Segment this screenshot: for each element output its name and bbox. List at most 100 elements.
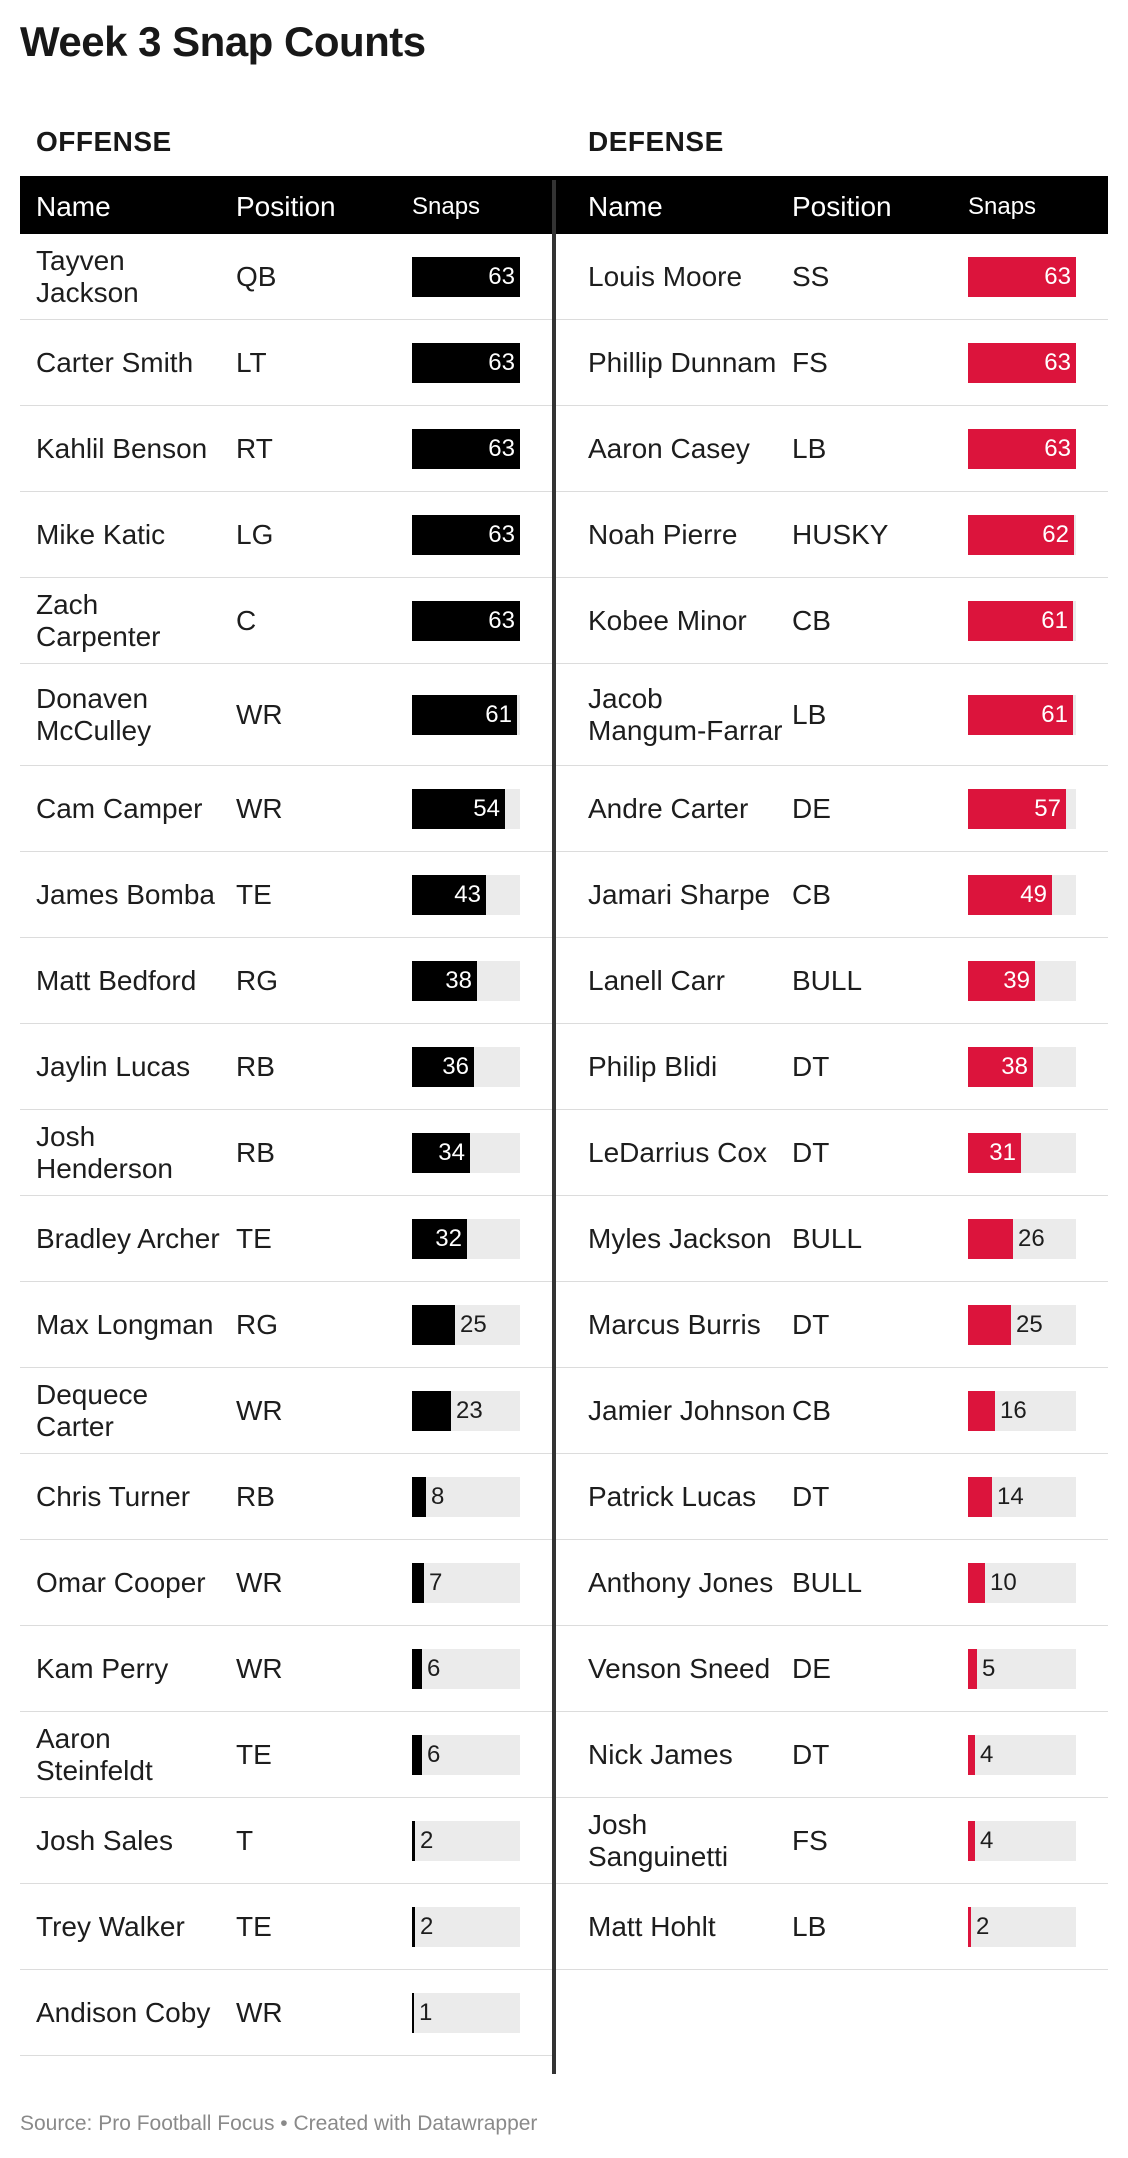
offense-snap-value: 63 (488, 606, 515, 634)
defense-player-name: Jamari Sharpe (588, 878, 771, 910)
defense-snap-bar (968, 1734, 975, 1775)
offense-player-position: WR (236, 698, 283, 730)
offense-table-header: Name Position Snaps (20, 180, 552, 234)
offense-header-position[interactable]: Position (236, 191, 336, 222)
offense-player-position: RB (236, 1050, 275, 1082)
defense-snap-value: 61 (1041, 606, 1068, 634)
defense-table-row: Jamier Johnson CB 16 (556, 1368, 1108, 1454)
offense-snap-bar-track: 2 (412, 1906, 520, 1947)
defense-snap-bar-track: 49 (968, 874, 1076, 915)
defense-snap-bar-track: 4 (968, 1734, 1076, 1775)
defense-snap-bar (968, 1304, 1011, 1345)
defense-snap-value: 4 (980, 1826, 994, 1854)
offense-player-name: Mike Katic (36, 518, 166, 550)
defense-snap-value: 62 (1042, 520, 1069, 548)
defense-player-position: DT (792, 1480, 830, 1512)
offense-player-name: Chris Turner (36, 1480, 191, 1512)
offense-snap-value: 34 (438, 1138, 465, 1166)
offense-player-name: Matt Bedford (36, 964, 197, 996)
defense-table-row: LeDarrius Cox DT 31 (556, 1110, 1108, 1196)
offense-table-row: Josh Sales T 2 (20, 1798, 552, 1884)
offense-table-row: Mike Katic LG 63 (20, 492, 552, 578)
table-top-rule (20, 176, 1108, 180)
offense-snap-value: 23 (456, 1396, 483, 1424)
defense-snap-value: 4 (980, 1740, 994, 1768)
offense-player-position: RG (236, 1308, 278, 1340)
offense-player-position: RB (236, 1136, 275, 1168)
offense-snap-bar (412, 1218, 467, 1259)
defense-player-position: CB (792, 1394, 831, 1426)
defense-player-position: CB (792, 878, 831, 910)
defense-table-row: Louis Moore SS 63 (556, 234, 1108, 320)
offense-table-row: Chris Turner RB 8 (20, 1454, 552, 1540)
defense-snap-bar (968, 874, 1052, 915)
defense-player-name: Kobee Minor (588, 604, 747, 636)
defense-snap-bar (968, 514, 1074, 555)
offense-section-title: OFFENSE (36, 126, 172, 157)
offense-snap-value: 7 (429, 1568, 443, 1596)
source-footer: Source: Pro Football Focus • Created wit… (20, 2112, 538, 2135)
offense-snap-bar-track: 25 (412, 1304, 520, 1345)
offense-snap-value: 61 (485, 700, 512, 728)
offense-player-position: WR (236, 1394, 283, 1426)
offense-header-snaps[interactable]: Snaps (412, 193, 481, 220)
defense-snap-bar-track: 10 (968, 1562, 1076, 1603)
offense-player-position: LG (236, 518, 274, 550)
offense-snap-bar-track: 2 (412, 1820, 520, 1861)
defense-snap-bar-track: 16 (968, 1390, 1076, 1431)
defense-header-name[interactable]: Name (588, 191, 663, 222)
offense-player-position: LT (236, 346, 267, 378)
offense-table-row: Jaylin Lucas RB 36 (20, 1024, 552, 1110)
offense-snap-bar (412, 1734, 422, 1775)
offense-snap-bar (412, 874, 486, 915)
offense-player-name: Kahlil Benson (36, 432, 208, 464)
table-divider (552, 180, 556, 2074)
defense-player-position: DE (792, 792, 831, 824)
defense-header-snaps[interactable]: Snaps (968, 193, 1037, 220)
offense-snap-value: 63 (488, 348, 515, 376)
defense-snap-bar-track: 62 (968, 514, 1076, 555)
defense-snap-bar (968, 1906, 971, 1947)
page-title: Week 3 Snap Counts (20, 18, 426, 65)
defense-snap-bar-track: 61 (968, 600, 1076, 641)
defense-player-position: BULL (792, 1566, 863, 1598)
offense-snap-bar-track: 61 (412, 694, 520, 735)
defense-table-row: Aaron Casey LB 63 (556, 406, 1108, 492)
defense-player-position: HUSKY (792, 518, 889, 550)
offense-snap-bar-track: 63 (412, 514, 520, 555)
offense-table-row: Max Longman RG 25 (20, 1282, 552, 1368)
defense-player-name: Josh Sanguinetti (588, 1808, 729, 1872)
offense-snap-value: 32 (435, 1224, 462, 1252)
offense-player-name: Jaylin Lucas (36, 1050, 191, 1082)
offense-snap-bar (412, 1304, 455, 1345)
offense-snap-value: 2 (420, 1826, 434, 1854)
offense-player-position: WR (236, 792, 283, 824)
offense-table-row: Trey Walker TE 2 (20, 1884, 552, 1970)
defense-table-row: Nick James DT 4 (556, 1712, 1108, 1798)
offense-table-row: Omar Cooper WR 7 (20, 1540, 552, 1626)
defense-table-row: Andre Carter DE 57 (556, 766, 1108, 852)
offense-snap-value: 63 (488, 520, 515, 548)
defense-player-position: LB (792, 1910, 827, 1942)
offense-table-row: Kahlil Benson RT 63 (20, 406, 552, 492)
offense-player-position: RG (236, 964, 278, 996)
offense-header-name[interactable]: Name (36, 191, 111, 222)
offense-snap-bar (412, 428, 520, 469)
defense-snap-bar (968, 1562, 985, 1603)
defense-snap-bar-track: 4 (968, 1820, 1076, 1861)
offense-snap-value: 25 (460, 1310, 487, 1338)
defense-snap-bar (968, 1390, 995, 1431)
defense-table-header: Name Position Snaps (556, 180, 1108, 234)
defense-snap-bar (968, 960, 1035, 1001)
defense-snap-value: 26 (1018, 1224, 1045, 1252)
offense-snap-bar (412, 1562, 424, 1603)
defense-table-row: Philip Blidi DT 38 (556, 1024, 1108, 1110)
offense-snap-bar (412, 600, 520, 641)
defense-table-row: Anthony Jones BULL 10 (556, 1540, 1108, 1626)
offense-player-position: TE (236, 878, 272, 910)
defense-header-position[interactable]: Position (792, 191, 892, 222)
defense-snap-bar-track: 14 (968, 1476, 1076, 1517)
offense-table-row: Dequece Carter WR 23 (20, 1368, 552, 1454)
defense-player-position: DE (792, 1652, 831, 1684)
offense-player-position: RB (236, 1480, 275, 1512)
